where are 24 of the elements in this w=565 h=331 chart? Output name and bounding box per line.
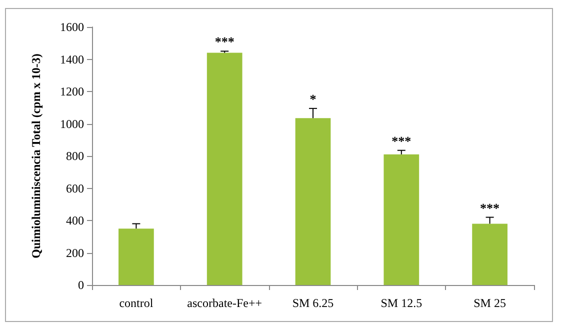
x-tick-label: SM 12.5 bbox=[380, 296, 422, 310]
annotation: * bbox=[310, 91, 316, 106]
bar bbox=[295, 118, 331, 285]
x-tick-label: ascorbate-Fe++ bbox=[187, 296, 262, 310]
x-tick-label: control bbox=[119, 296, 154, 310]
bar bbox=[118, 228, 154, 285]
x-tick-label: SM 25 bbox=[474, 296, 506, 310]
x-tick-label: SM 6.25 bbox=[292, 296, 334, 310]
y-tick-label: 1200 bbox=[60, 84, 84, 98]
annotation: *** bbox=[214, 34, 234, 50]
y-tick-label: 200 bbox=[66, 246, 84, 260]
bar bbox=[472, 224, 508, 285]
y-tick-label: 1400 bbox=[60, 52, 84, 66]
y-tick-label: 400 bbox=[66, 214, 84, 228]
annotation: *** bbox=[392, 133, 412, 148]
y-axis-title: Quimioluminiscencia Total (cpm x 10-3) bbox=[29, 54, 43, 258]
y-tick-label: 1600 bbox=[60, 20, 84, 34]
annotation: *** bbox=[480, 200, 500, 216]
y-tick-label: 0 bbox=[78, 278, 84, 292]
bar bbox=[384, 154, 420, 285]
y-tick-label: 600 bbox=[66, 181, 84, 196]
bar bbox=[206, 52, 242, 285]
y-tick-label: 1000 bbox=[60, 116, 84, 131]
y-tick-label: 800 bbox=[66, 149, 84, 163]
